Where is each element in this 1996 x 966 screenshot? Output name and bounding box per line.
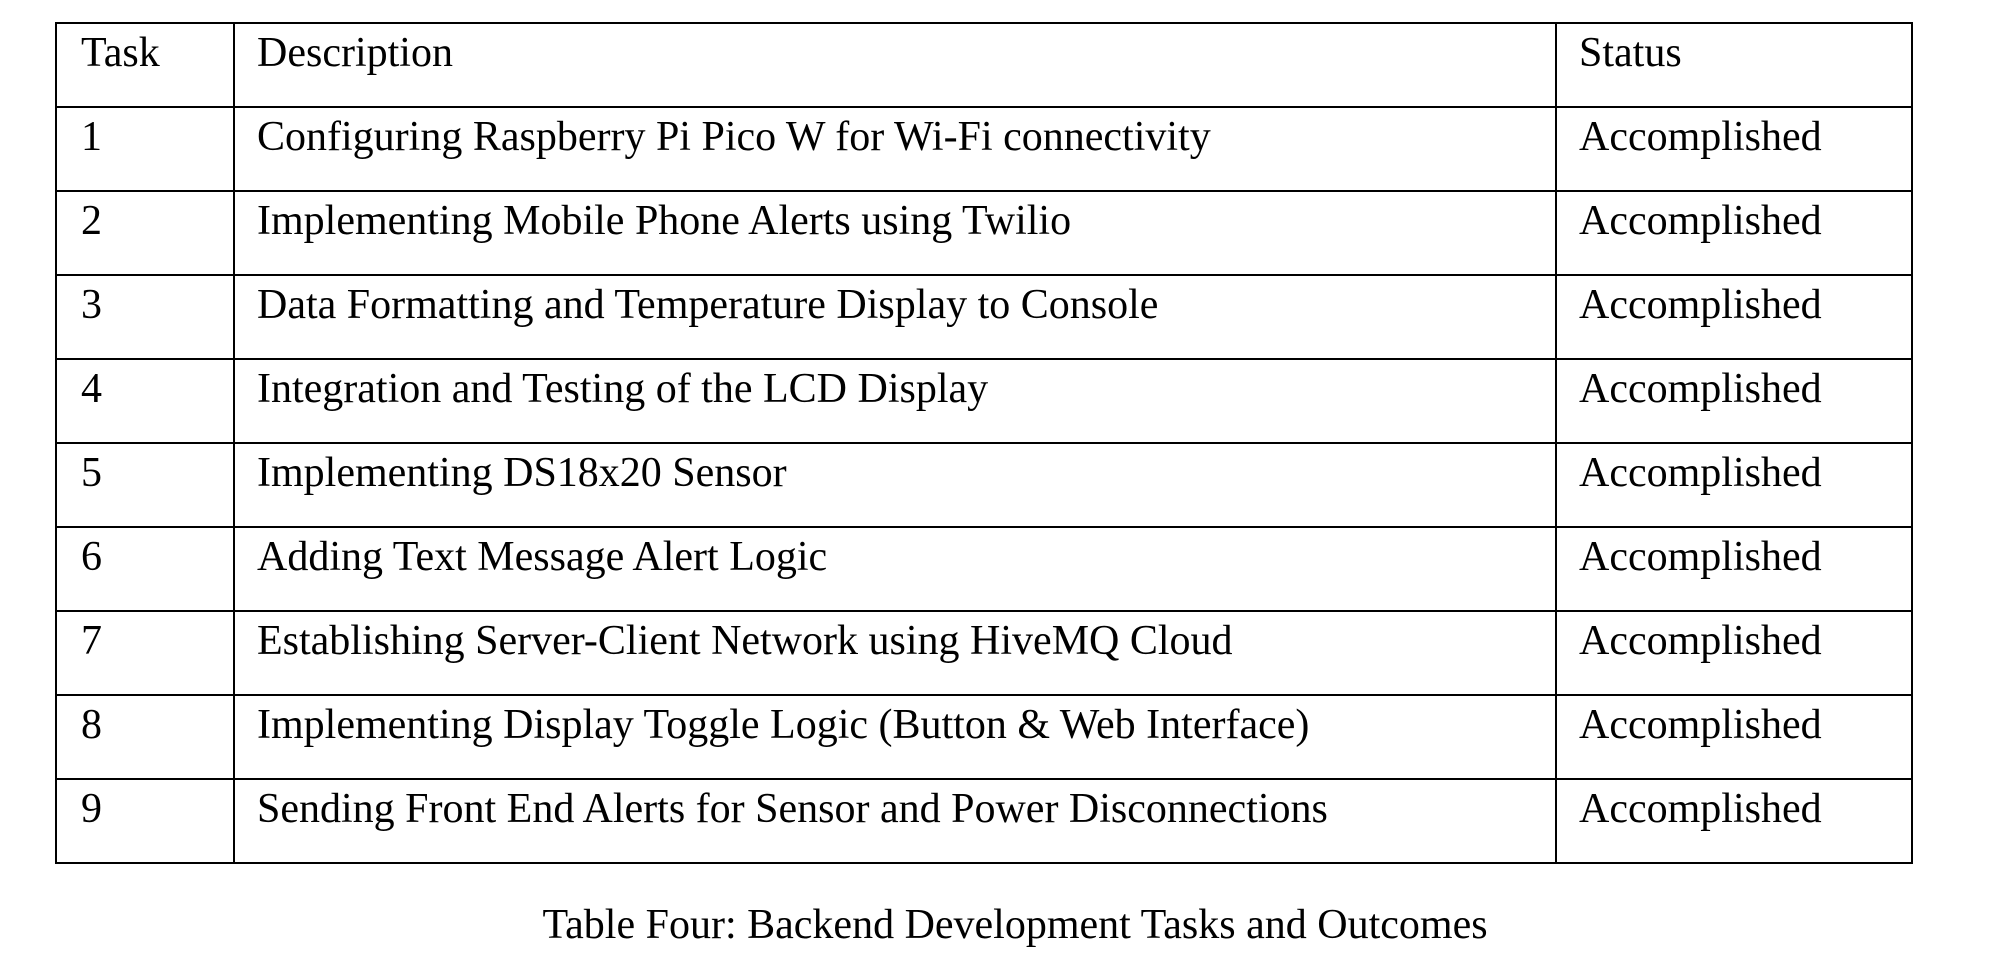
task-description-cell: Establishing Server-Client Network using… (233, 610, 1557, 696)
table-body: 1 Configuring Raspberry Pi Pico W for Wi… (55, 106, 1913, 864)
task-status-cell: Accomplished (1555, 694, 1913, 780)
task-number-cell: 9 (55, 778, 235, 864)
task-status-cell: Accomplished (1555, 442, 1913, 528)
task-number-cell: 3 (55, 274, 235, 360)
table-row: 7 Establishing Server-Client Network usi… (55, 610, 1913, 696)
task-description-cell: Implementing Mobile Phone Alerts using T… (233, 190, 1557, 276)
header-description: Description (233, 22, 1557, 108)
header-status: Status (1555, 22, 1913, 108)
table-row: 4 Integration and Testing of the LCD Dis… (55, 358, 1913, 444)
task-number-cell: 7 (55, 610, 235, 696)
task-number-cell: 6 (55, 526, 235, 612)
table-row: 3 Data Formatting and Temperature Displa… (55, 274, 1913, 360)
task-number-cell: 1 (55, 106, 235, 192)
table-row: 1 Configuring Raspberry Pi Pico W for Wi… (55, 106, 1913, 192)
task-status-cell: Accomplished (1555, 190, 1913, 276)
table-row: 6 Adding Text Message Alert Logic Accomp… (55, 526, 1913, 612)
table-header: Task Description Status (55, 22, 1913, 108)
task-description-cell: Adding Text Message Alert Logic (233, 526, 1557, 612)
task-number-cell: 2 (55, 190, 235, 276)
table-row: 2 Implementing Mobile Phone Alerts using… (55, 190, 1913, 276)
task-description-cell: Data Formatting and Temperature Display … (233, 274, 1557, 360)
task-number-cell: 8 (55, 694, 235, 780)
task-description-cell: Integration and Testing of the LCD Displ… (233, 358, 1557, 444)
task-description-cell: Configuring Raspberry Pi Pico W for Wi-F… (233, 106, 1557, 192)
table-caption: Table Four: Backend Development Tasks an… (542, 902, 1488, 948)
task-description-cell: Implementing Display Toggle Logic (Butto… (233, 694, 1557, 780)
task-status-cell: Accomplished (1555, 610, 1913, 696)
tasks-table: Task Description Status 1 Configuring Ra… (55, 22, 1913, 864)
task-number-cell: 4 (55, 358, 235, 444)
task-number-cell: 5 (55, 442, 235, 528)
task-status-cell: Accomplished (1555, 106, 1913, 192)
task-status-cell: Accomplished (1555, 526, 1913, 612)
task-status-cell: Accomplished (1555, 274, 1913, 360)
header-task: Task (55, 22, 235, 108)
task-status-cell: Accomplished (1555, 358, 1913, 444)
table-row: 9 Sending Front End Alerts for Sensor an… (55, 778, 1913, 864)
task-description-cell: Implementing DS18x20 Sensor (233, 442, 1557, 528)
header-row: Task Description Status (55, 22, 1913, 108)
table-row: 5 Implementing DS18x20 Sensor Accomplish… (55, 442, 1913, 528)
table-row: 8 Implementing Display Toggle Logic (But… (55, 694, 1913, 780)
task-status-cell: Accomplished (1555, 778, 1913, 864)
task-description-cell: Sending Front End Alerts for Sensor and … (233, 778, 1557, 864)
